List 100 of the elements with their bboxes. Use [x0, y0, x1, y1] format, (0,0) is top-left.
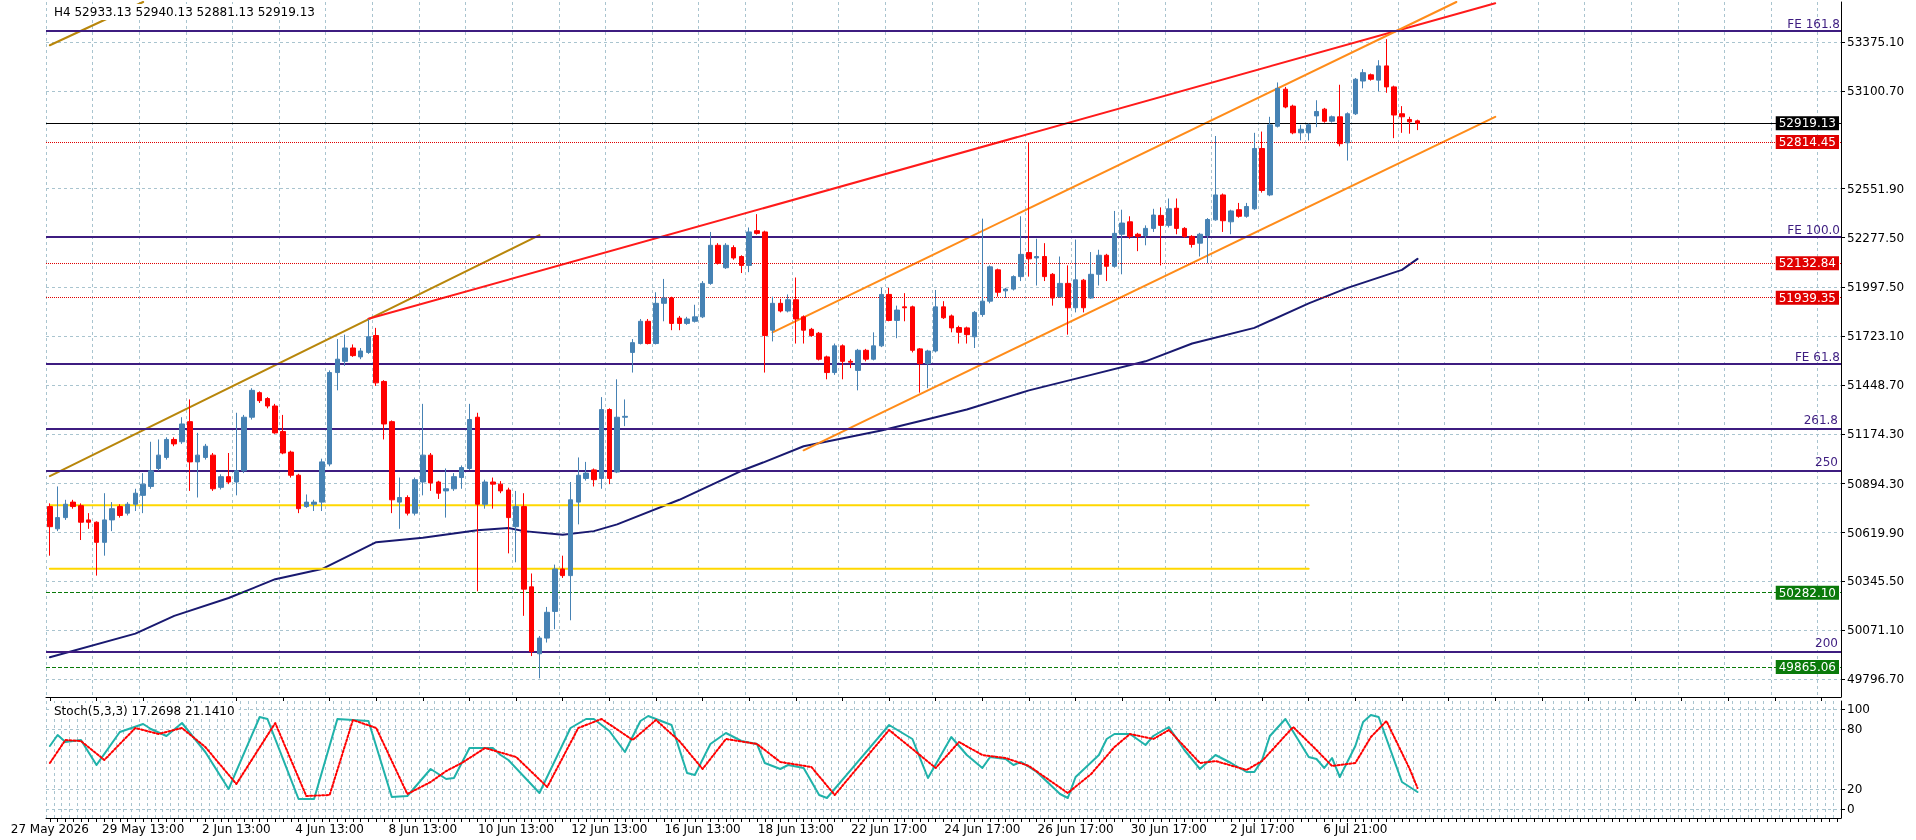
candlestick [280, 414, 286, 455]
candlestick [187, 398, 193, 492]
candlestick [1391, 85, 1397, 139]
x-tick-label: 22 Jun 17:00 [850, 822, 928, 836]
candlestick [1283, 86, 1288, 109]
candlestick [1096, 249, 1102, 287]
candlestick [381, 379, 387, 440]
y-tick-label: 50071.10 [1847, 623, 1905, 638]
candlestick [560, 555, 565, 579]
candlestick [715, 242, 721, 266]
candlestick [342, 334, 348, 367]
candlestick [513, 490, 519, 563]
candlestick [482, 479, 488, 510]
candlestick [70, 499, 76, 510]
candlestick [1376, 59, 1381, 92]
candlestick [894, 305, 900, 339]
candlestick [498, 480, 503, 494]
candlestick [1151, 208, 1156, 233]
candlestick [257, 390, 262, 404]
candlestick [1003, 287, 1008, 299]
x-tick-label: 24 Jun 17:00 [944, 822, 1021, 836]
candlestick [941, 300, 946, 320]
candlestick [801, 314, 806, 345]
candlestick [164, 436, 169, 461]
ref-line-label: 52814.45 [1778, 134, 1836, 149]
candlestick [910, 305, 915, 353]
y-tick-label: 20 [1847, 782, 1863, 796]
x-tick-label: 27 May 2026 [10, 822, 90, 836]
candlestick [1329, 115, 1335, 124]
candlestick [785, 293, 791, 313]
ref-line-label: 52132.84 [1778, 256, 1836, 271]
candlestick [506, 487, 511, 554]
candlestick [373, 327, 379, 387]
candlestick [995, 268, 1001, 298]
candlestick [964, 326, 970, 345]
candlestick [1127, 215, 1133, 240]
candlestick [335, 338, 340, 391]
candlestick [179, 416, 185, 445]
candlestick [234, 412, 239, 496]
candlestick [537, 635, 542, 679]
candlestick [871, 331, 876, 361]
annotation: 250 [1815, 454, 1838, 469]
candlestick [171, 436, 177, 447]
candlestick [1088, 251, 1094, 300]
candlestick [249, 387, 255, 421]
candlestick [949, 314, 954, 333]
candlestick [156, 438, 161, 472]
candlestick [272, 403, 278, 435]
candlestick [1073, 239, 1078, 313]
candlestick [195, 432, 200, 498]
candlestick [1267, 116, 1273, 197]
x-tick-label: 6 Jul 21:00 [1323, 822, 1388, 836]
candlestick [778, 298, 783, 313]
candlestick [1322, 107, 1327, 124]
candlestick [1415, 119, 1420, 131]
x-tick-label: 30 Jun 17:00 [1130, 822, 1207, 836]
candlestick [366, 318, 371, 355]
y-tick-label: 52551.90 [1847, 181, 1905, 196]
candlestick [1158, 206, 1164, 266]
candlestick [327, 369, 332, 467]
y-tick-label: 50894.30 [1847, 476, 1905, 491]
candlestick [78, 502, 84, 541]
candlestick [1189, 234, 1195, 249]
ref-line-label: FE 161.8 [1787, 16, 1840, 31]
candlestick [350, 343, 356, 358]
candlestick [816, 331, 822, 361]
candlestick [94, 520, 99, 577]
candlestick [638, 318, 643, 345]
x-tick-label: 2 Jun 13:00 [202, 822, 271, 836]
candlestick [1104, 253, 1109, 282]
candlestick [1368, 73, 1374, 82]
y-tick-label: 51174.30 [1847, 426, 1905, 441]
candlestick [731, 244, 736, 261]
candlestick [708, 231, 713, 286]
y-tick-label: 51723.10 [1847, 329, 1905, 344]
candlestick [576, 456, 581, 525]
candlestick [1290, 104, 1296, 135]
y-tick-label: 53100.70 [1847, 84, 1905, 99]
x-tick-label: 12 Jun 13:00 [571, 822, 648, 836]
candlestick [1042, 242, 1047, 282]
candlestick [1236, 202, 1242, 219]
candlestick [933, 289, 938, 353]
candlestick [1011, 274, 1016, 291]
y-tick-label: 50619.90 [1847, 525, 1905, 540]
candlestick [1182, 226, 1187, 239]
candlestick [645, 318, 651, 345]
candlestick [1112, 210, 1117, 269]
candlestick [140, 472, 146, 514]
candlestick [1050, 272, 1055, 307]
candlestick [451, 472, 457, 492]
y-tick-label: 53375.10 [1847, 35, 1905, 50]
y-tick-label: 80 [1847, 722, 1863, 736]
ref-line-label: 50282.10 [1778, 585, 1836, 600]
candlestick [669, 296, 674, 331]
candlestick [746, 227, 752, 273]
candlestick [599, 396, 604, 490]
candlestick [1407, 116, 1412, 135]
candlestick [47, 502, 53, 557]
candlestick [109, 501, 115, 532]
chart-title: H4 52933.13 52940.13 52881.13 52919.13 [54, 5, 315, 19]
